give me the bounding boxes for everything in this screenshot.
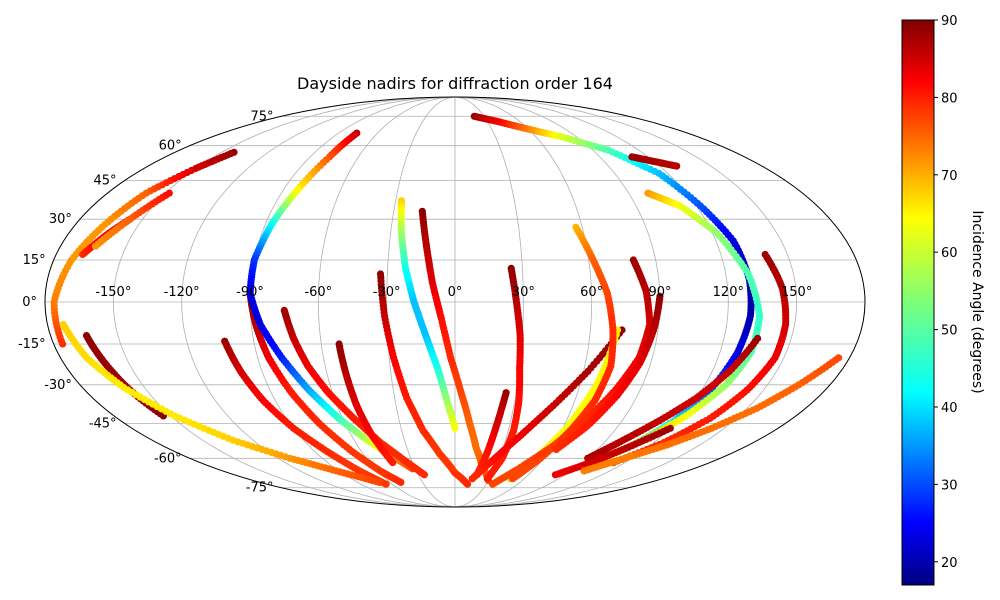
colorbar-tick-label: 40	[941, 401, 958, 416]
colorbar-tick-label: 60	[941, 246, 958, 261]
lat-tick-label: 45°	[94, 174, 117, 189]
lat-tick-label: 15°	[23, 253, 46, 268]
colorbar-tick-label: 30	[941, 478, 958, 493]
latitude-tick-labels: -75° -60° -45° -30° -15° 0° 15° 30° 45° 60° 75°	[18, 109, 274, 495]
data-point	[375, 478, 383, 486]
lat-tick-label: 30°	[49, 212, 72, 227]
data-points	[50, 112, 843, 488]
colorbar-label: Incidence Angle (degrees)	[969, 210, 985, 393]
data-point	[397, 478, 405, 486]
data-point	[230, 148, 238, 156]
lon-tick-label: 30°	[512, 285, 535, 300]
data-point	[463, 480, 472, 488]
data-point	[580, 467, 588, 475]
data-point	[382, 480, 390, 488]
lon-tick-label: 90°	[648, 285, 671, 300]
lat-tick-label: 75°	[250, 109, 273, 124]
colorbar-tick-label: 50	[941, 324, 958, 339]
lon-tick-label: -120°	[164, 285, 200, 300]
grid-meridian	[454, 97, 798, 507]
colorbar-tick-label: 90	[941, 14, 958, 29]
colorbar-gradient	[901, 19, 935, 586]
data-point	[489, 480, 497, 488]
lon-tick-label: -30°	[373, 285, 401, 300]
data-point	[673, 162, 681, 170]
colorbar-tick-label: 80	[941, 91, 958, 106]
colorbar-tick-label: 70	[941, 169, 958, 184]
map-grid	[45, 97, 865, 507]
colorbar: 20 30 40 50 60 70 80 90 Incidence Angle (degree…	[901, 14, 985, 586]
data-point	[468, 475, 476, 483]
data-point	[451, 424, 459, 432]
lat-tick-label: -75°	[246, 481, 274, 496]
lon-tick-label: 120°	[713, 285, 744, 300]
data-point	[551, 471, 560, 479]
longitude-tick-labels: -150° -120° -90° -60° -30° 0° 30° 60° 90° 120° 150…	[95, 285, 812, 300]
lon-tick-label: -90°	[236, 285, 264, 300]
lat-tick-label: -30°	[44, 378, 72, 393]
lat-tick-label: -45°	[89, 416, 117, 431]
lat-tick-label: -15°	[18, 337, 46, 352]
grid-meridian	[181, 97, 456, 507]
grid-meridian	[112, 97, 456, 507]
map-boundary	[44, 96, 866, 508]
lon-tick-label: -60°	[304, 285, 332, 300]
data-point	[483, 475, 491, 483]
colorbar-ticks: 20 30 40 50 60 70 80 90	[934, 14, 958, 571]
lon-tick-label: 150°	[781, 285, 812, 300]
lon-tick-label: 60°	[580, 285, 603, 300]
lon-tick-label: 0°	[448, 285, 463, 300]
lat-tick-label: 60°	[159, 139, 182, 154]
lat-tick-label: -60°	[154, 451, 182, 466]
lat-tick-label: 0°	[22, 295, 37, 310]
grid-meridian	[386, 97, 456, 507]
data-point	[552, 445, 560, 453]
chart-title: Dayside nadirs for diffraction order 164	[297, 74, 613, 93]
lon-tick-label: -150°	[95, 285, 131, 300]
data-point	[420, 471, 428, 479]
data-point	[165, 189, 173, 197]
colorbar-tick-label: 20	[941, 556, 958, 571]
data-point	[389, 459, 397, 467]
